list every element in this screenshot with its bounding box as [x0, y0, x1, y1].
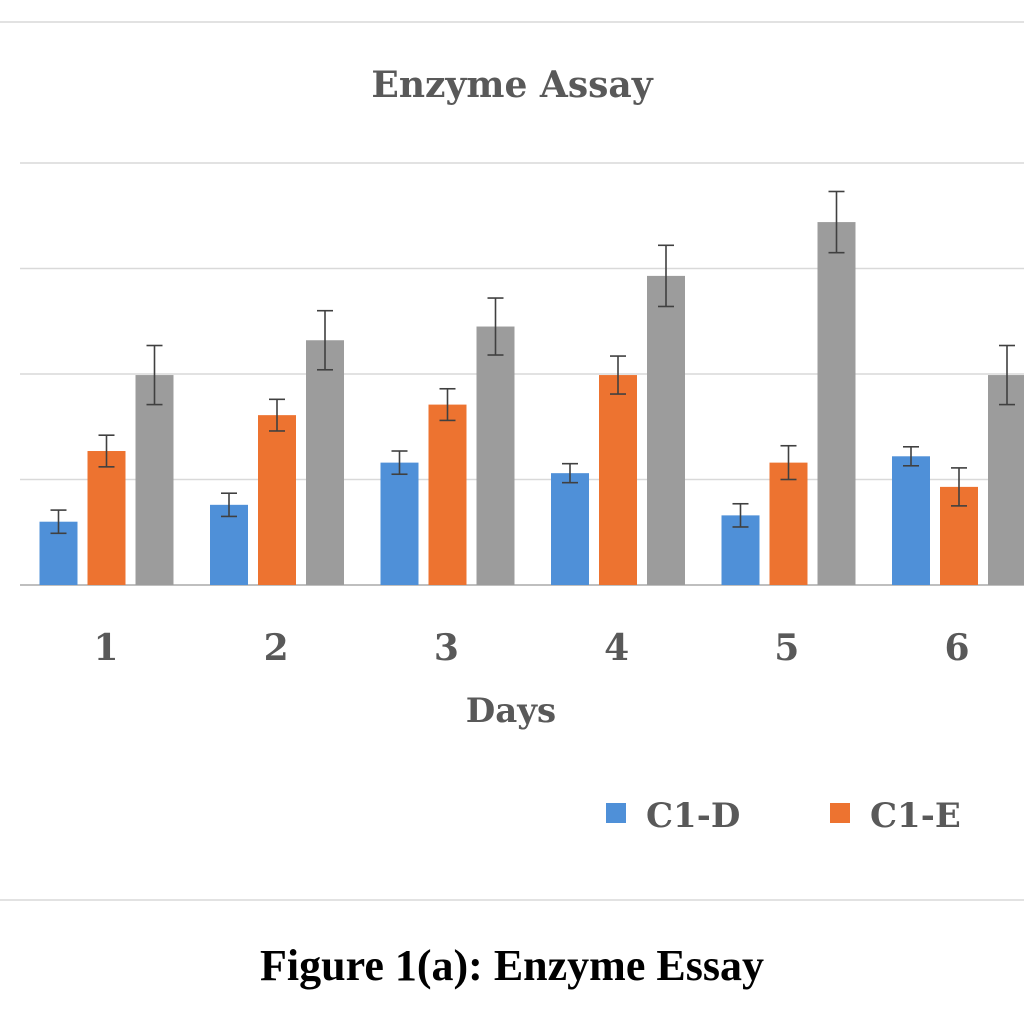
- error-bar-day-2-series-2: [269, 398, 285, 432]
- error-bar-day-5-series-2: [780, 444, 797, 481]
- bar-day-2-series-2: [258, 415, 296, 585]
- x-tick-label-4: 4: [604, 627, 629, 669]
- error-bar-day-6-series-3: [999, 344, 1015, 406]
- figure-caption: Figure 1(a): Enzyme Essay: [260, 941, 764, 990]
- error-bar-day-1-series-1: [50, 509, 67, 535]
- bars: [39, 190, 1024, 585]
- bar-chart: Enzyme Assay 1 2 3 4 5 6 Days C1-D C1-E: [0, 21, 1024, 901]
- x-tick-label-2: 2: [264, 627, 289, 669]
- error-bar-day-5-series-1: [732, 502, 749, 528]
- bar-day-3-series-3: [476, 326, 515, 585]
- x-tick-label-3: 3: [434, 627, 459, 669]
- gridlines: [20, 162, 1024, 586]
- bar-day-4-series-3: [647, 275, 685, 585]
- bar-day-1-series-3: [135, 375, 174, 585]
- legend-swatch-c1-d: [606, 803, 626, 823]
- bar-day-2-series-1: [210, 504, 248, 585]
- error-bar-day-6-series-1: [903, 445, 919, 467]
- error-bar-day-4-series-1: [562, 462, 578, 484]
- bar-day-5-series-2: [769, 462, 808, 585]
- x-tick-label-6: 6: [944, 627, 969, 669]
- x-tick-label-5: 5: [774, 627, 799, 669]
- x-axis-title: Days: [466, 691, 556, 731]
- bar-day-6-series-1: [892, 456, 930, 585]
- error-bar-day-1-series-2: [98, 434, 115, 468]
- bar-day-4-series-1: [551, 473, 589, 585]
- legend-swatch-c1-e: [830, 803, 850, 823]
- error-bar-day-2-series-1: [221, 492, 237, 518]
- x-tick-label-1: 1: [93, 627, 118, 669]
- legend-label-c1-e: C1-E: [870, 796, 961, 836]
- bar-day-6-series-3: [988, 375, 1024, 585]
- legend: C1-D C1-E: [606, 796, 961, 836]
- error-bar-day-3-series-3: [487, 297, 504, 356]
- error-bar-day-2-series-3: [317, 309, 333, 371]
- bar-day-4-series-2: [599, 375, 637, 585]
- bar-day-3-series-1: [380, 462, 419, 585]
- error-bar-day-1-series-3: [146, 344, 163, 406]
- bar-day-1-series-2: [87, 451, 126, 585]
- error-bar-day-4-series-3: [658, 244, 674, 308]
- bar-day-3-series-2: [428, 404, 467, 585]
- bar-day-2-series-3: [306, 340, 344, 585]
- error-bar-day-4-series-2: [610, 355, 626, 395]
- error-bar-day-3-series-1: [391, 450, 408, 476]
- error-bar-day-6-series-2: [951, 467, 967, 507]
- legend-label-c1-d: C1-D: [646, 796, 740, 836]
- error-bar-day-3-series-2: [439, 387, 456, 422]
- chart-title: Enzyme Assay: [371, 64, 653, 106]
- error-bar-day-5-series-3: [828, 190, 845, 254]
- x-tick-labels: 1 2 3 4 5 6: [93, 627, 969, 669]
- bar-day-5-series-3: [817, 222, 856, 585]
